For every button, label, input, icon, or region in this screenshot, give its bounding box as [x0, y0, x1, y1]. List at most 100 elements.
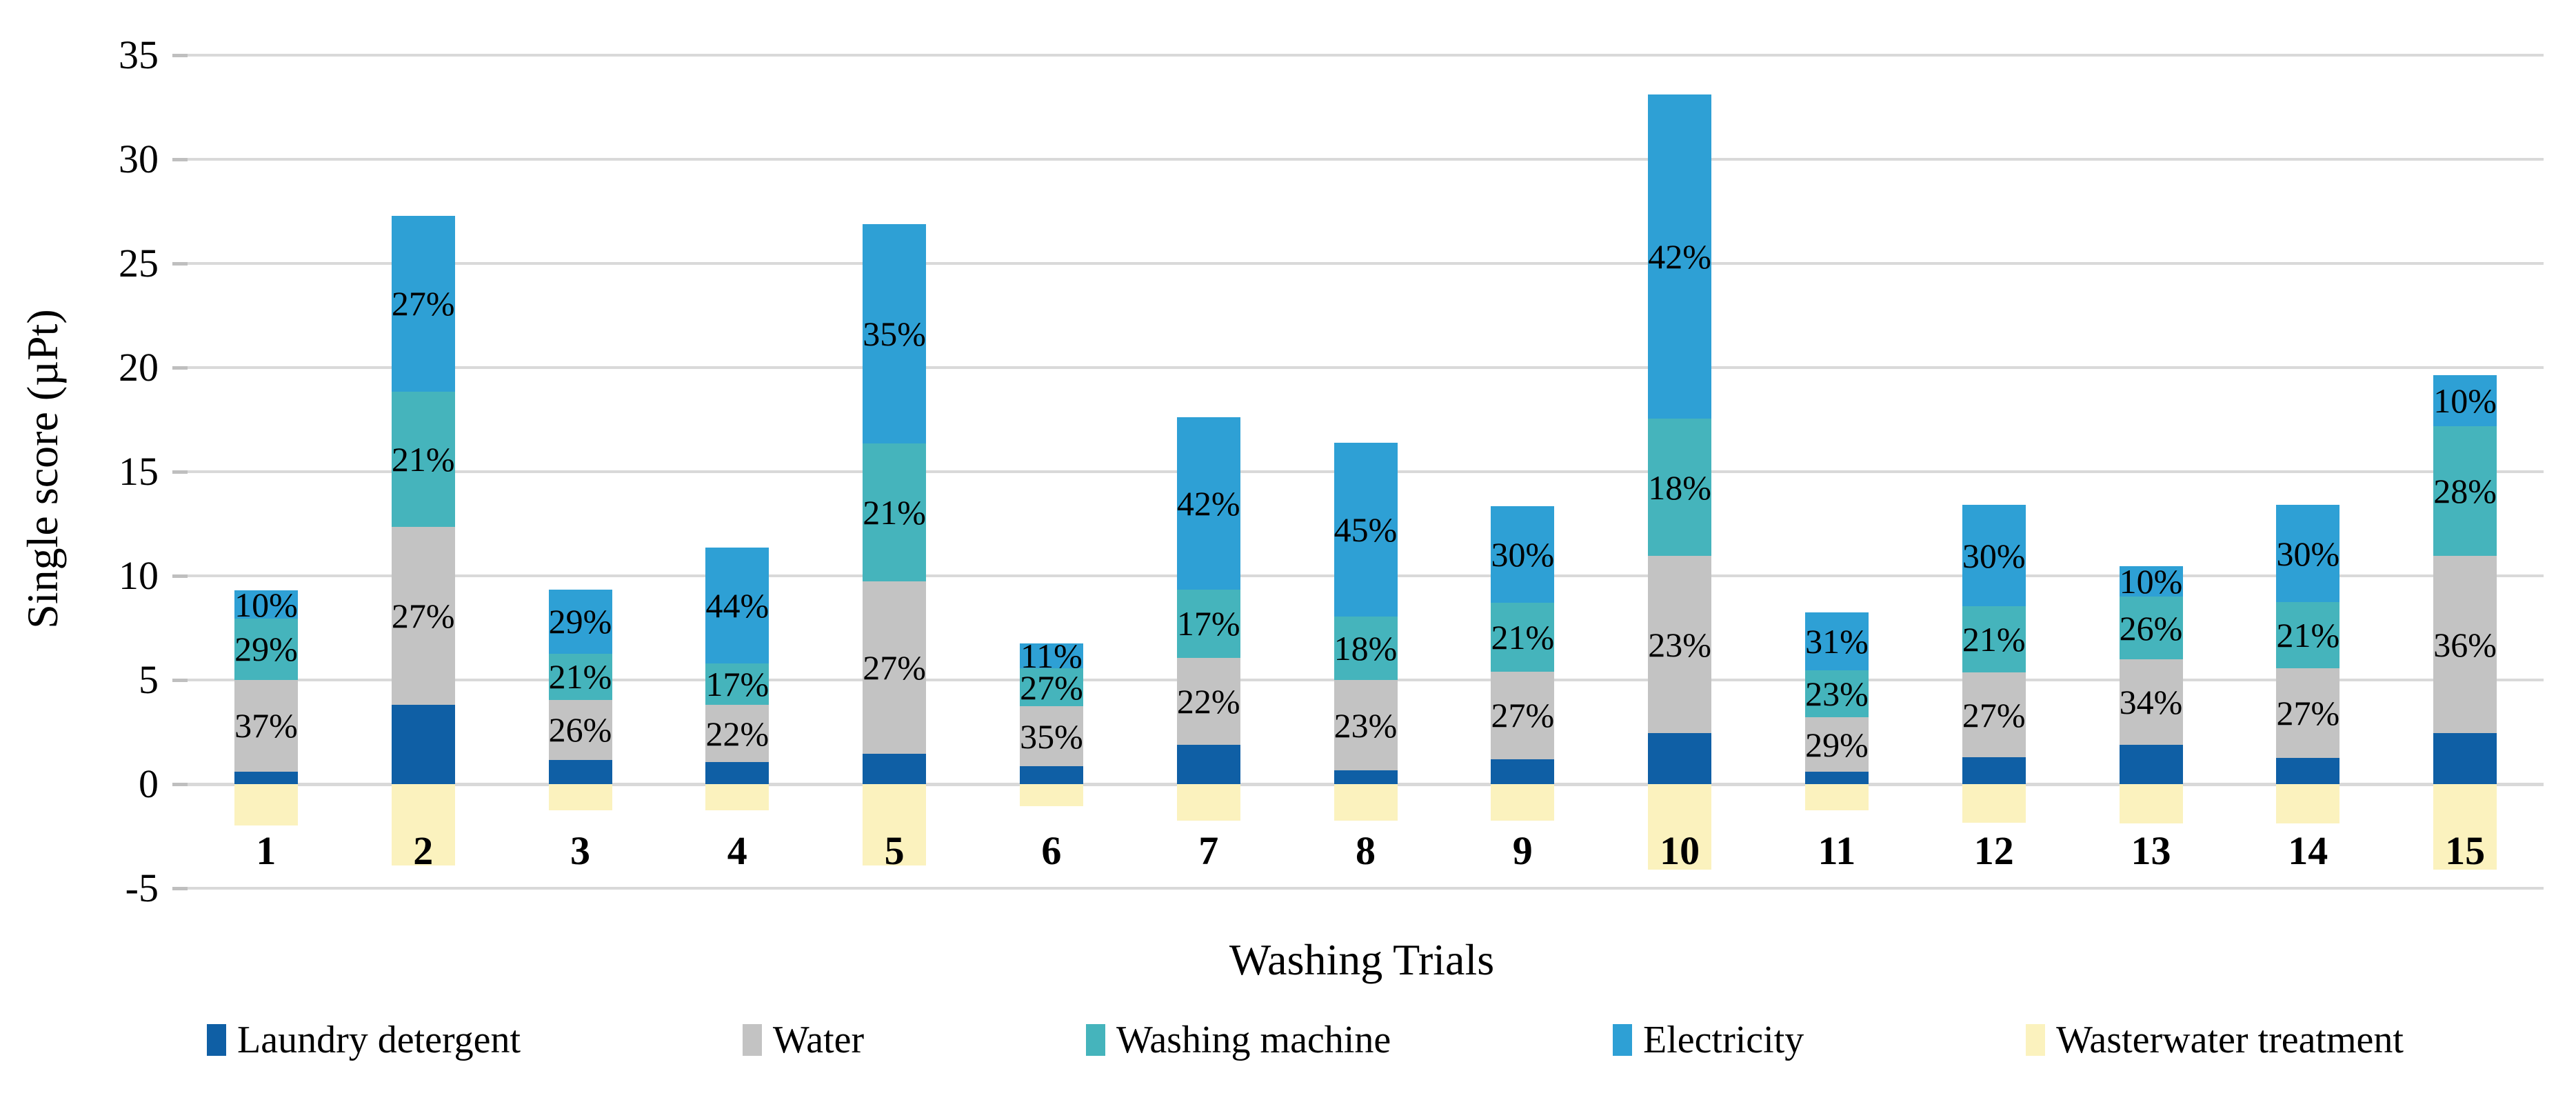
bar-segment-electricity [234, 590, 298, 619]
segment-percent-label: 22% [705, 714, 769, 753]
y-axis-tick [172, 783, 188, 786]
y-axis-tick [172, 470, 188, 474]
legend-swatch-icon [1085, 1024, 1105, 1056]
x-category-label: 12 [1973, 828, 2014, 873]
bar-segment-electricity [1804, 612, 1869, 671]
y-axis-tick [172, 158, 188, 161]
segment-percent-label: 42% [1176, 484, 1240, 523]
y-axis-tick [172, 54, 188, 57]
segment-percent-label: 27% [391, 284, 455, 323]
legend-swatch-icon [207, 1024, 226, 1056]
bar-segment-washing-machine [234, 618, 298, 680]
bar-segment-laundry-detergent [2119, 744, 2183, 784]
gridline [188, 887, 2544, 890]
bar-segment-electricity [2276, 505, 2340, 602]
segment-percent-label: 27% [1962, 695, 2026, 734]
segment-percent-label: 10% [2119, 562, 2183, 601]
chart-legend: Laundry detergent Water Washing machine Ele… [207, 1021, 2404, 1059]
segment-percent-label: 30% [1962, 536, 2026, 575]
bar-segment-washing-machine [1962, 605, 2026, 673]
segment-percent-label: 42% [1648, 237, 1711, 277]
segment-percent-label: 28% [2433, 471, 2497, 510]
segment-percent-label: 21% [1491, 618, 1555, 657]
legend-swatch-icon [1613, 1024, 1633, 1056]
bar-segment-laundry-detergent [234, 771, 298, 784]
bar-segment-water [2433, 556, 2497, 733]
legend-label: Water [772, 1019, 865, 1061]
segment-percent-label: 27% [391, 597, 455, 636]
x-category-label: 4 [727, 828, 747, 873]
bar-segment-electricity [1491, 506, 1555, 603]
x-category-label: 7 [1198, 828, 1219, 873]
bar-segment-washing-machine [1648, 418, 1712, 557]
bar-segment-water [1019, 705, 1083, 767]
y-axis-tick [172, 262, 188, 266]
bar-segment-washing-machine [1019, 668, 1083, 706]
bar-segment-electricity [391, 215, 455, 392]
legend-swatch-icon [2026, 1024, 2046, 1056]
bar-segment-washing-machine [391, 391, 455, 528]
y-tick-label: 35 [119, 32, 159, 77]
bar-segment-electricity [2119, 566, 2183, 597]
bar-segment-wasterwater-treatment [1962, 784, 2026, 823]
gridline [188, 54, 2544, 57]
legend-item: Laundry detergent [207, 1021, 521, 1059]
x-category-label: 10 [1660, 828, 1700, 873]
bar-segment-electricity [863, 223, 927, 444]
bar-segment-washing-machine [2276, 601, 2340, 669]
bar-segment-washing-machine [1334, 616, 1398, 680]
bar-segment-water [548, 699, 612, 761]
bar-segment-laundry-detergent [1648, 733, 1712, 784]
bar-segment-wasterwater-treatment [548, 784, 612, 810]
segment-percent-label: 18% [1334, 628, 1398, 668]
segment-percent-label: 26% [548, 710, 612, 750]
bar-segment-laundry-detergent [2433, 733, 2497, 784]
segment-percent-label: 10% [234, 585, 298, 624]
bar-segment-washing-machine [1491, 603, 1555, 672]
segment-percent-label: 23% [1648, 625, 1711, 664]
y-tick-label: 0 [139, 761, 159, 806]
segment-percent-label: 34% [2119, 682, 2183, 721]
bar-segment-washing-machine [1804, 670, 1869, 718]
gridline [188, 366, 2544, 369]
bar-segment-electricity [2433, 374, 2497, 426]
legend-item: Washing machine [1085, 1021, 1391, 1059]
bar-segment-wasterwater-treatment [1334, 784, 1398, 821]
bar-segment-electricity [548, 589, 612, 654]
x-category-label: 5 [884, 828, 905, 873]
bar-segment-water [705, 705, 769, 763]
segment-percent-label: 45% [1334, 510, 1398, 549]
bar-segment-wasterwater-treatment [1491, 784, 1555, 821]
segment-percent-label: 35% [1020, 717, 1083, 756]
legend-item: Wasterwater treatment [2026, 1021, 2404, 1059]
segment-percent-label: 36% [2433, 625, 2497, 664]
y-tick-label: 10 [119, 553, 159, 598]
bar-segment-laundry-detergent [1334, 770, 1398, 784]
segment-percent-label: 21% [1962, 620, 2026, 659]
segment-percent-label: 10% [2433, 381, 2497, 420]
segment-percent-label: 26% [2119, 608, 2183, 648]
bar-segment-water [1334, 680, 1398, 771]
legend-item: Water [742, 1019, 865, 1061]
y-axis-tick [172, 887, 188, 890]
bar-segment-electricity [1648, 94, 1712, 419]
bar-segment-washing-machine [1176, 589, 1240, 659]
bar-segment-laundry-detergent [1019, 766, 1083, 784]
bar-segment-laundry-detergent [863, 754, 927, 784]
bar-segment-washing-machine [2433, 426, 2497, 557]
bar-segment-wasterwater-treatment [1804, 784, 1869, 810]
bar-segment-water [391, 527, 455, 705]
segment-percent-label: 44% [705, 586, 769, 625]
bar-segment-electricity [1176, 417, 1240, 590]
segment-percent-label: 29% [548, 602, 612, 641]
segment-percent-label: 23% [1334, 705, 1398, 745]
y-tick-label: 15 [119, 449, 159, 494]
y-axis-title: Single score (µPt) [18, 309, 67, 629]
segment-percent-label: 21% [548, 657, 612, 697]
segment-percent-label: 18% [1648, 468, 1711, 507]
segment-percent-label: 21% [391, 439, 455, 479]
y-tick-label: -5 [125, 865, 159, 910]
bar-segment-electricity [1962, 505, 2026, 606]
y-tick-label: 30 [119, 137, 159, 181]
